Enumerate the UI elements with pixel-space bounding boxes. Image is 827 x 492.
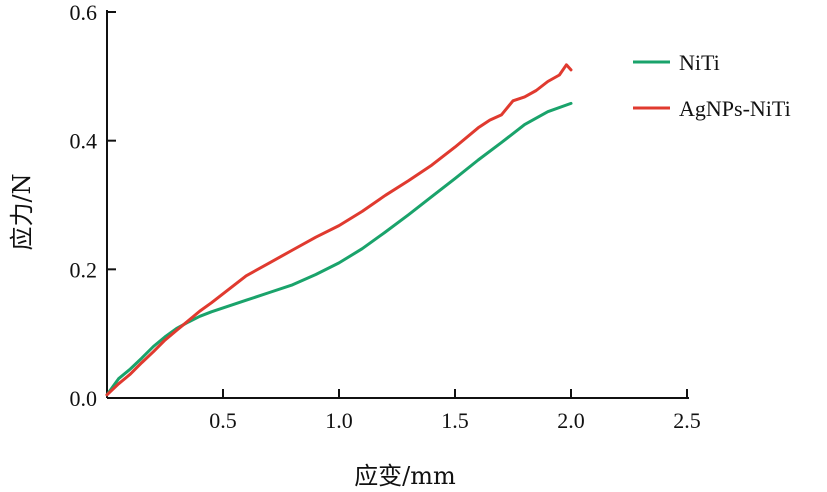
x-tick-label: 2.0 [557,408,585,433]
axes: 0.5 1.0 1.5 2.0 2.5 0.0 0.2 0.4 0.6 [70,0,701,433]
y-tick-label: 0.4 [70,129,98,154]
series-line-niti [105,101,573,397]
legend: NiTi AgNPs-NiTi [633,50,791,121]
series-layer [105,63,573,397]
y-tick-label: 0.0 [70,386,98,411]
y-tick-label: 0.2 [70,257,98,282]
series-line-agnps-niti [105,63,573,397]
y-tick-label: 0.6 [70,0,98,25]
x-axis-title: 应变/mm [354,462,456,490]
x-tick-label: 2.5 [673,408,701,433]
legend-label: NiTi [679,50,720,75]
x-tick-label: 0.5 [209,408,237,433]
legend-label: AgNPs-NiTi [679,96,791,121]
x-tick-label: 1.0 [325,408,353,433]
x-tick-label: 1.5 [441,408,469,433]
y-axis-title: 应力/N [8,173,36,250]
